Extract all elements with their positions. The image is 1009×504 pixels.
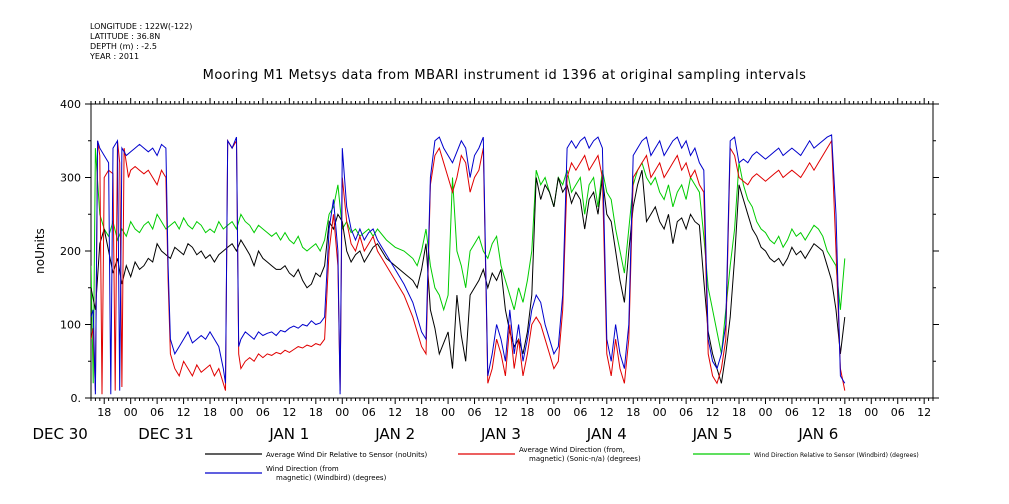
x-tick-label: 18 [838, 406, 852, 419]
x-day-label: JAN 3 [480, 425, 521, 443]
x-tick-label: 06 [150, 406, 164, 419]
x-tick-label: 18 [626, 406, 640, 419]
x-tick-label: 06 [891, 406, 905, 419]
meta-year: YEAR : 2011 [90, 52, 140, 61]
y-tick-label: 100 [60, 319, 81, 332]
x-tick-label: 00 [758, 406, 772, 419]
y-tick-label: 0. [71, 392, 82, 405]
y-tick-label: 200 [60, 245, 81, 258]
legend-label: Average Wind Dir Relative to Sensor (noU… [266, 451, 427, 459]
legend-label: Wind Direction Relative to Sensor (Windb… [754, 452, 919, 459]
x-tick-label: 18 [203, 406, 217, 419]
legend-label: Average Wind Direction (from, magnetic) (… [519, 446, 641, 463]
y-tick-label: 400 [60, 98, 81, 111]
x-tick-label: 12 [388, 406, 402, 419]
x-tick-label: 06 [362, 406, 376, 419]
x-tick-label: 18 [309, 406, 323, 419]
x-tick-label: 00 [864, 406, 878, 419]
meta-latitude: LATITUDE : 36.8N [90, 32, 161, 41]
x-day-label: JAN 1 [268, 425, 309, 443]
x-tick-label: 18 [415, 406, 429, 419]
x-tick-label: 00 [547, 406, 561, 419]
x-day-label: DEC 31 [138, 425, 193, 443]
meta-depth: DEPTH (m) : -2.5 [90, 42, 157, 51]
chart-title: Mooring M1 Metsys data from MBARI instru… [202, 68, 807, 83]
x-tick-label: 12 [494, 406, 508, 419]
series-line-2 [91, 139, 846, 395]
x-tick-label: 18 [732, 406, 746, 419]
x-tick-label: 00 [441, 406, 455, 419]
x-day-label: JAN 6 [797, 425, 838, 443]
x-tick-label: 12 [177, 406, 191, 419]
x-day-label: JAN 4 [586, 425, 627, 443]
series-line-1 [91, 170, 846, 384]
metadata-block: LONGITUDE : 122W(-122) LATITUDE : 36.8N … [90, 22, 192, 62]
series-line-3 [91, 148, 846, 384]
x-tick-label: 12 [600, 406, 614, 419]
x-day-label: JAN 5 [692, 425, 733, 443]
plot-frame [90, 103, 934, 399]
x-day-label: DEC 30 [32, 425, 87, 443]
x-tick-label: 18 [520, 406, 534, 419]
x-tick-label: 06 [679, 406, 693, 419]
meta-longitude: LONGITUDE : 122W(-122) [90, 22, 193, 31]
x-tick-label: 00 [653, 406, 667, 419]
x-tick-label: 06 [256, 406, 270, 419]
x-tick-label: 00 [335, 406, 349, 419]
x-tick-label: 18 [97, 406, 111, 419]
x-tick-label: 06 [468, 406, 482, 419]
x-tick-label: 12 [811, 406, 825, 419]
legend-label: Wind Direction (from magnetic) (Windbird)… [266, 465, 387, 482]
x-tick-label: 00 [124, 406, 138, 419]
series-line-4 [91, 134, 846, 395]
x-tick-label: 12 [917, 406, 931, 419]
x-tick-label: 06 [785, 406, 799, 419]
x-day-label: JAN 2 [374, 425, 415, 443]
x-tick-label: 06 [573, 406, 587, 419]
x-tick-label: 12 [282, 406, 296, 419]
y-tick-label: 300 [60, 172, 81, 185]
x-tick-label: 12 [706, 406, 720, 419]
y-axis-label: noUnits [33, 228, 47, 274]
x-tick-label: 00 [229, 406, 243, 419]
